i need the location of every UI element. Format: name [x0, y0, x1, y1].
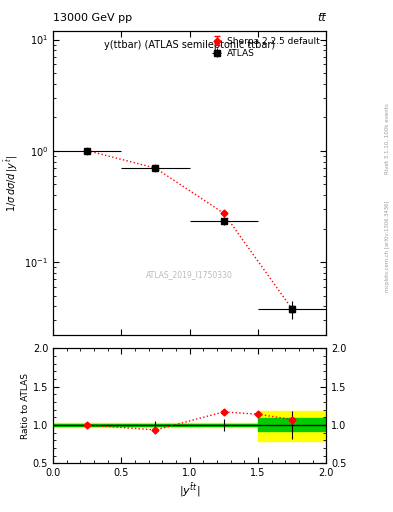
- Y-axis label: Ratio to ATLAS: Ratio to ATLAS: [21, 373, 30, 439]
- Text: 13000 GeV pp: 13000 GeV pp: [53, 13, 132, 23]
- Legend: Sherpa 2.2.5 default, ATLAS: Sherpa 2.2.5 default, ATLAS: [208, 35, 322, 59]
- Text: mcplots.cern.ch [arXiv:1306.3436]: mcplots.cern.ch [arXiv:1306.3436]: [385, 200, 389, 291]
- Y-axis label: $1/\sigma\,d\sigma/d\,|y^{\bar{t}}|$: $1/\sigma\,d\sigma/d\,|y^{\bar{t}}|$: [3, 155, 20, 211]
- X-axis label: $|y^{\bar{t}t}|$: $|y^{\bar{t}t}|$: [179, 481, 200, 499]
- Text: ATLAS_2019_I1750330: ATLAS_2019_I1750330: [146, 270, 233, 279]
- Text: Rivet 3.1.10, 100k events: Rivet 3.1.10, 100k events: [385, 103, 389, 174]
- Text: y(ttbar) (ATLAS semileptonic ttbar): y(ttbar) (ATLAS semileptonic ttbar): [104, 40, 275, 50]
- Text: tt̅: tt̅: [318, 13, 326, 23]
